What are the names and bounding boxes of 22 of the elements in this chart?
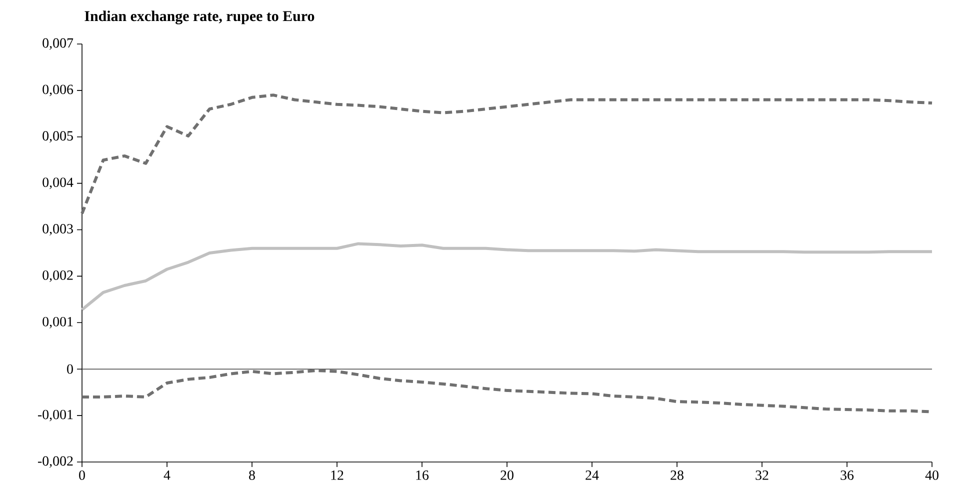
x-tick-label: 4 [164,470,170,480]
x-tick-label: 36 [840,470,854,480]
x-tick-label: 20 [500,470,514,480]
x-tick-label: 40 [925,470,938,480]
y-tick-label: 0,007 [42,38,74,50]
x-tick-label: 0 [79,470,85,480]
y-tick-label: -0,002 [38,456,73,468]
x-tick-label: 12 [331,470,344,480]
y-tick-label: 0,004 [42,178,74,190]
y-tick-label: 0,005 [42,131,73,143]
y-tick-label: 0,002 [42,270,73,282]
chart-title: Indian exchange rate, rupee to Euro [84,10,314,24]
x-tick-label: 8 [249,470,255,480]
x-tick-label: 32 [756,470,768,480]
y-tick-label: 0,003 [42,224,73,236]
y-tick-label: -0,001 [38,410,73,422]
x-tick-label: 28 [670,470,684,480]
x-tick-label: 24 [586,470,599,480]
y-tick-label: 0,001 [42,316,73,328]
y-tick-label: 0 [67,364,73,374]
y-tick-label: 0,006 [42,84,74,96]
x-tick-label: 16 [416,470,429,480]
